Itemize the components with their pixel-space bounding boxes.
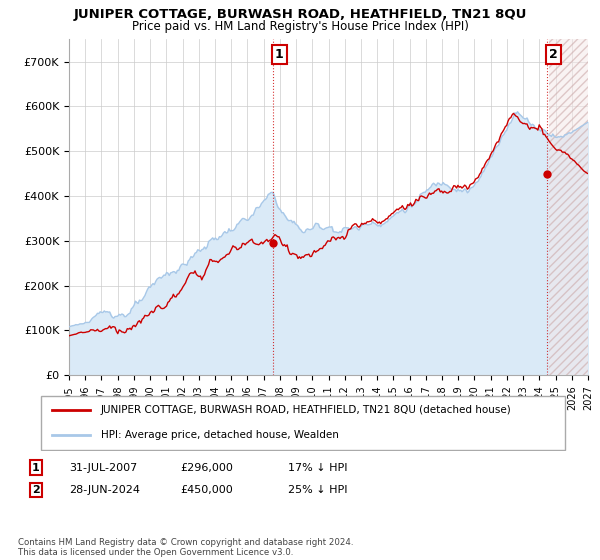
Text: 17% ↓ HPI: 17% ↓ HPI (288, 463, 347, 473)
Text: 1: 1 (32, 463, 40, 473)
Text: HPI: Average price, detached house, Wealden: HPI: Average price, detached house, Weal… (101, 430, 338, 440)
Text: 1: 1 (275, 48, 283, 61)
Text: Price paid vs. HM Land Registry's House Price Index (HPI): Price paid vs. HM Land Registry's House … (131, 20, 469, 32)
Text: 2: 2 (32, 485, 40, 495)
Text: £296,000: £296,000 (180, 463, 233, 473)
Text: 28-JUN-2024: 28-JUN-2024 (69, 485, 140, 495)
Text: Contains HM Land Registry data © Crown copyright and database right 2024.
This d: Contains HM Land Registry data © Crown c… (18, 538, 353, 557)
Text: 25% ↓ HPI: 25% ↓ HPI (288, 485, 347, 495)
Text: JUNIPER COTTAGE, BURWASH ROAD, HEATHFIELD, TN21 8QU: JUNIPER COTTAGE, BURWASH ROAD, HEATHFIEL… (73, 8, 527, 21)
Text: JUNIPER COTTAGE, BURWASH ROAD, HEATHFIELD, TN21 8QU (detached house): JUNIPER COTTAGE, BURWASH ROAD, HEATHFIEL… (101, 405, 512, 416)
FancyBboxPatch shape (41, 396, 565, 450)
Text: 2: 2 (549, 48, 557, 61)
Text: 31-JUL-2007: 31-JUL-2007 (69, 463, 137, 473)
Text: £450,000: £450,000 (180, 485, 233, 495)
